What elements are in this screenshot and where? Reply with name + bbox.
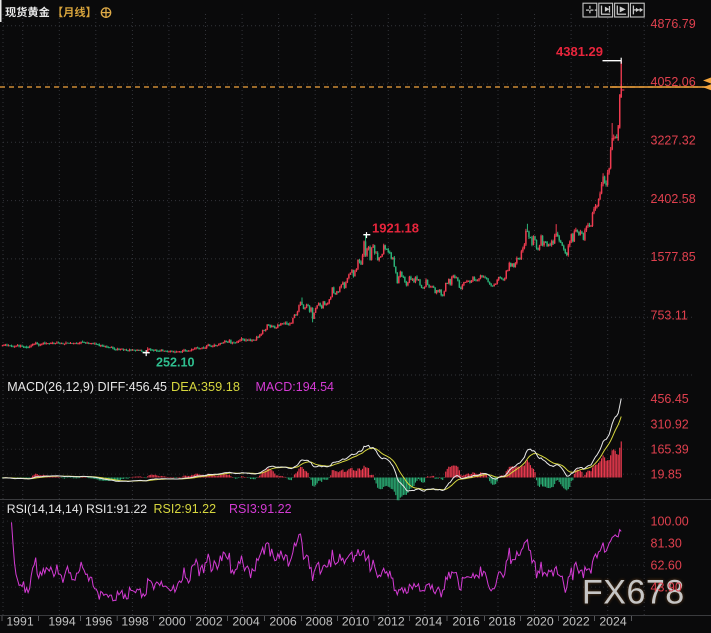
svg-text:2006: 2006 [269, 614, 297, 628]
svg-text:4381.29: 4381.29 [556, 44, 603, 59]
svg-text:2004: 2004 [232, 614, 260, 628]
svg-text:2002: 2002 [195, 614, 223, 628]
svg-text:2018: 2018 [488, 614, 516, 628]
svg-text:DEA:359.18: DEA:359.18 [171, 379, 240, 394]
svg-text:1996: 1996 [85, 614, 113, 628]
svg-text:2010: 2010 [342, 614, 370, 628]
svg-text:19.85: 19.85 [651, 467, 682, 481]
svg-text:753.11: 753.11 [651, 309, 688, 323]
svg-text:FX678: FX678 [582, 574, 685, 612]
svg-text:MACD(26,12,9) DIFF:456.45: MACD(26,12,9) DIFF:456.45 [7, 380, 167, 394]
svg-text:2402.58: 2402.58 [651, 192, 696, 206]
svg-text:1577.85: 1577.85 [651, 250, 696, 264]
svg-text:3227.32: 3227.32 [651, 134, 696, 148]
svg-text:2016: 2016 [452, 614, 480, 628]
svg-text:81.30: 81.30 [651, 536, 682, 550]
svg-text:100.00: 100.00 [651, 514, 689, 528]
svg-text:4052.06: 4052.06 [651, 75, 696, 89]
svg-text:1998: 1998 [121, 614, 149, 628]
svg-text:62.60: 62.60 [651, 558, 682, 572]
svg-text:2020: 2020 [526, 614, 554, 628]
svg-text:RSI3:91.22: RSI3:91.22 [229, 502, 292, 516]
svg-text:2012: 2012 [377, 614, 405, 628]
svg-text:310.92: 310.92 [651, 418, 689, 432]
svg-text:4876.79: 4876.79 [651, 17, 696, 31]
svg-text:2022: 2022 [562, 614, 590, 628]
svg-text:252.10: 252.10 [156, 355, 195, 369]
svg-text:1991: 1991 [6, 614, 34, 628]
svg-text:456.45: 456.45 [651, 392, 689, 406]
svg-text:2000: 2000 [158, 614, 186, 628]
svg-text:165.39: 165.39 [651, 443, 689, 457]
svg-text:RSI(14,14,14) RSI1:91.22: RSI(14,14,14) RSI1:91.22 [7, 502, 147, 516]
svg-text:1994: 1994 [48, 614, 76, 628]
svg-text:43.90: 43.90 [651, 580, 682, 594]
svg-text:2008: 2008 [305, 614, 333, 628]
svg-text:2024: 2024 [599, 614, 627, 628]
svg-text:1921.18: 1921.18 [372, 221, 419, 236]
svg-text:2014: 2014 [415, 614, 443, 628]
svg-text:MACD:194.54: MACD:194.54 [256, 380, 335, 394]
svg-text:RSI2:91.22: RSI2:91.22 [154, 502, 217, 516]
